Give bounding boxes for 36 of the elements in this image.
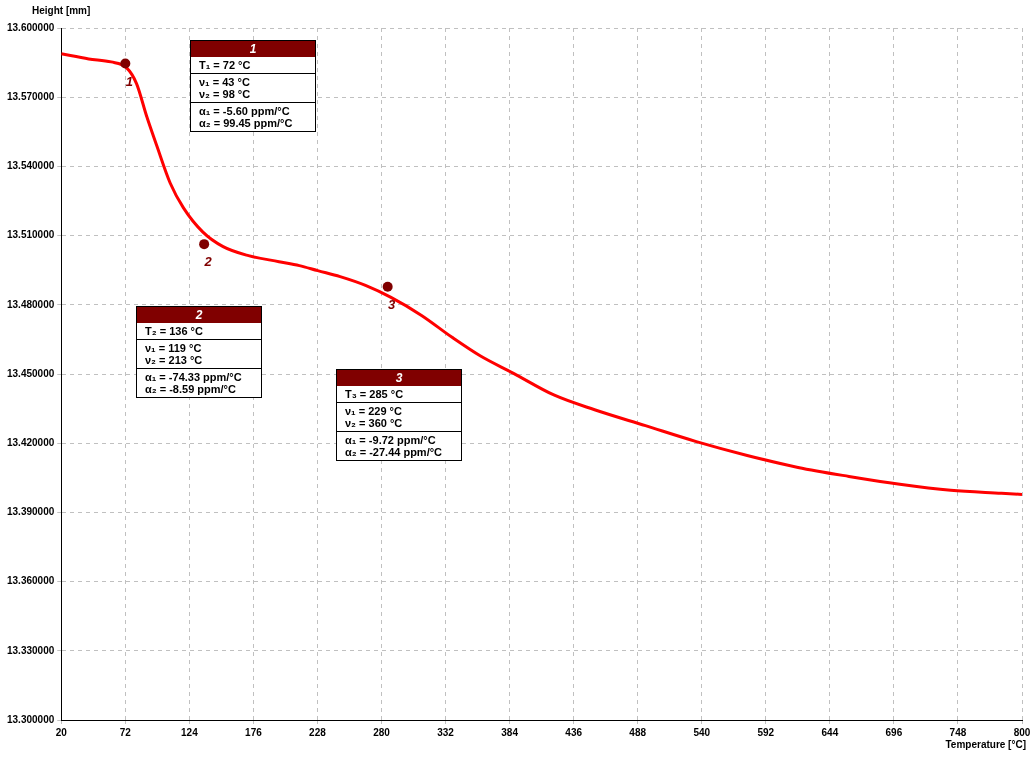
x-tick-label: 592 <box>757 726 775 738</box>
x-tick-label: 384 <box>501 726 519 738</box>
y-tick-label: 13.300000 <box>6 713 55 725</box>
info-card: 1 T₁ = 72 °C ν₁ = 43 °C ν₂ = 98 °C α₁ = -5.60 ppm/°C α₂ = 99.45 ppm/°C <box>190 40 316 132</box>
y-tick-label: 13.540000 <box>6 160 55 172</box>
y-tick-label: 13.450000 <box>6 367 55 379</box>
info-card: 3 T₃ = 285 °C ν₁ = 229 °C ν₂ = 360 °C α₁ = -9.72 ppm/°C α₂ = -27.44 ppm/°C <box>336 369 462 461</box>
x-tick-label: 20 <box>55 726 68 738</box>
x-tick-label: 644 <box>821 726 839 738</box>
x-tick-label: 124 <box>181 726 199 738</box>
x-tick-label: 800 <box>1013 726 1031 738</box>
y-tick-label: 13.510000 <box>6 229 55 241</box>
y-tick-label: 13.360000 <box>6 575 55 587</box>
x-tick-label: 176 <box>245 726 263 738</box>
y-tick-label: 13.330000 <box>6 644 55 656</box>
x-tick-label: 488 <box>629 726 647 738</box>
x-tick-label: 72 <box>119 726 132 738</box>
x-tick-label: 228 <box>309 726 327 738</box>
x-tick-label: 436 <box>565 726 583 738</box>
x-tick-label: 540 <box>693 726 711 738</box>
y-tick-label: 13.570000 <box>6 90 55 102</box>
x-tick-label: 696 <box>885 726 903 738</box>
line-series <box>61 52 1022 496</box>
annotation: 3 <box>388 296 397 312</box>
info-card: 2 T₂ = 136 °C ν₁ = 119 °C ν₂ = 213 °C α₁ = -74.33 ppm/°C α₂ = -8.59 ppm/°C <box>136 306 262 398</box>
x-tick-label: 332 <box>437 726 455 738</box>
y-axis-title: Height [mm] <box>32 4 91 16</box>
y-tick-label: 13.600000 <box>6 21 55 33</box>
x-tick-label: 748 <box>949 726 967 738</box>
x-tick-label: 280 <box>373 726 391 738</box>
y-tick-label: 13.420000 <box>6 436 55 448</box>
y-tick-label: 13.390000 <box>6 506 55 518</box>
annotation: 2 <box>203 254 213 270</box>
y-tick-label: 13.480000 <box>6 298 55 310</box>
annotation: 1 <box>125 73 133 89</box>
x-axis-title: Temperature [°C] <box>945 738 1026 750</box>
